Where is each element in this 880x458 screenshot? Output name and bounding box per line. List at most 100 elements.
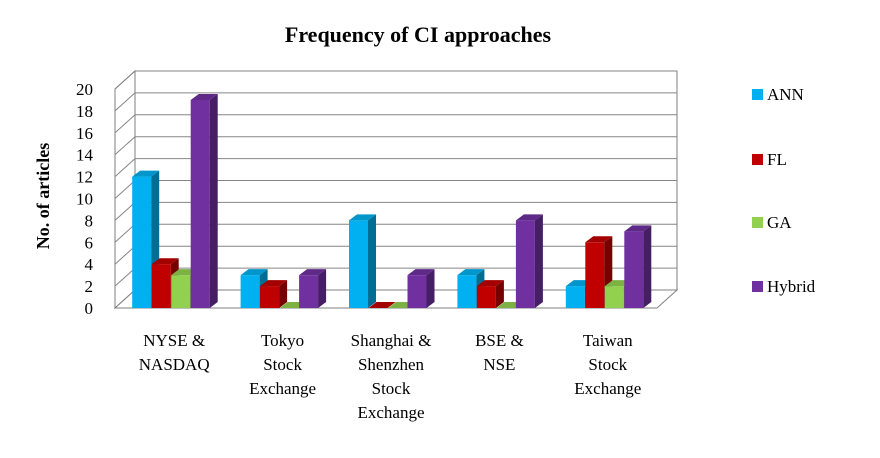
bar-hybrid-4 bbox=[624, 225, 652, 308]
category-label-line: Stock bbox=[263, 355, 302, 374]
legend-item-fl: FL bbox=[752, 150, 787, 169]
bar-front bbox=[240, 275, 260, 308]
category-label-line: Shanghai & bbox=[351, 331, 432, 350]
bar-hybrid-2 bbox=[407, 269, 435, 308]
y-tick-label: 2 bbox=[85, 277, 94, 296]
bar-front bbox=[515, 220, 535, 308]
y-tick-label: 14 bbox=[76, 146, 94, 165]
category-label-line: Tokyo bbox=[261, 331, 304, 350]
bar-front bbox=[349, 220, 368, 308]
gridline bbox=[114, 158, 677, 177]
gridline bbox=[114, 114, 677, 134]
bar-top bbox=[132, 170, 160, 177]
bar-front bbox=[476, 286, 496, 308]
legend-label: ANN bbox=[767, 85, 804, 104]
category-label-line: NSE bbox=[483, 355, 515, 374]
bar-top bbox=[240, 269, 268, 276]
bar-top bbox=[476, 280, 504, 287]
bars bbox=[132, 93, 652, 308]
bar-top bbox=[624, 225, 652, 232]
category-label: BSE & NSE bbox=[475, 331, 524, 374]
bar-fl-3 bbox=[476, 280, 504, 308]
bar-top bbox=[151, 258, 179, 265]
bar-front bbox=[171, 275, 191, 308]
bar-top bbox=[515, 214, 543, 221]
bar-top bbox=[260, 280, 288, 287]
category-label-line: Exchange bbox=[249, 379, 316, 398]
legend-swatch bbox=[752, 154, 763, 165]
y-tick-label: 8 bbox=[85, 211, 94, 230]
bar-side bbox=[209, 93, 218, 308]
legend-label: GA bbox=[767, 213, 792, 232]
category-label-line: Stock bbox=[372, 379, 411, 398]
bar-side bbox=[318, 269, 327, 308]
category-label: Tokyo Stock Exchange bbox=[249, 331, 316, 398]
legend-swatch bbox=[752, 89, 763, 100]
gridline bbox=[114, 70, 677, 90]
bar-front bbox=[565, 286, 585, 308]
bar-side bbox=[643, 225, 652, 308]
y-tick-label: 18 bbox=[76, 102, 93, 121]
gridline bbox=[114, 92, 677, 112]
y-tick-label: 10 bbox=[76, 190, 93, 209]
y-axis-ticks: 0 2 4 6 8 10 12 14 16 18 20 bbox=[76, 80, 94, 318]
bar-side bbox=[534, 214, 543, 308]
bar-hybrid-3 bbox=[515, 214, 543, 308]
bar-front bbox=[604, 286, 624, 308]
category-label-line: BSE & bbox=[475, 331, 524, 350]
gridline bbox=[114, 136, 677, 156]
category-label-line: NASDAQ bbox=[139, 355, 210, 374]
bar-top bbox=[299, 269, 327, 276]
bar-front bbox=[585, 242, 605, 308]
bar-front bbox=[457, 275, 477, 308]
legend-item-ann: ANN bbox=[752, 85, 804, 104]
bar-top bbox=[368, 302, 396, 308]
legend: ANN FL GA Hybrid bbox=[752, 85, 816, 296]
y-tick-label: 6 bbox=[85, 233, 94, 252]
category-label-line: Taiwan bbox=[583, 331, 633, 350]
category-label-line: Exchange bbox=[574, 379, 641, 398]
category-label: Taiwan Stock Exchange bbox=[574, 331, 641, 398]
y-axis-label: No. of articles bbox=[33, 143, 53, 249]
bar-side bbox=[495, 280, 504, 308]
category-label: NYSE & NASDAQ bbox=[139, 331, 210, 374]
bar-front bbox=[151, 264, 171, 308]
bar-front bbox=[132, 176, 152, 308]
bar-front bbox=[190, 99, 210, 308]
legend-label: FL bbox=[767, 150, 787, 169]
chart-title: Frequency of CI approaches bbox=[285, 22, 552, 47]
bar-ann-2 bbox=[349, 214, 376, 308]
bar-hybrid-1 bbox=[299, 269, 327, 308]
bar-fl-1 bbox=[260, 280, 288, 308]
y-tick-label: 0 bbox=[85, 299, 94, 318]
legend-swatch bbox=[752, 281, 763, 292]
bar-top bbox=[407, 269, 435, 276]
bar-hybrid-0 bbox=[190, 93, 218, 308]
bar-side bbox=[426, 269, 435, 308]
bar-side bbox=[368, 214, 376, 308]
legend-swatch bbox=[752, 217, 763, 228]
bar-front bbox=[624, 231, 644, 308]
category-label-line: Stock bbox=[588, 355, 627, 374]
legend-item-hybrid: Hybrid bbox=[752, 277, 816, 296]
bar-front bbox=[260, 286, 280, 308]
y-tick-label: 4 bbox=[85, 255, 94, 274]
bar-front bbox=[299, 275, 319, 308]
category-label-line: NYSE & bbox=[143, 331, 205, 350]
legend-item-ga: GA bbox=[752, 213, 792, 232]
legend-label: Hybrid bbox=[767, 277, 816, 296]
bar-top bbox=[190, 93, 218, 100]
y-tick-label: 12 bbox=[76, 168, 93, 187]
bar-front bbox=[407, 275, 427, 308]
gridlines bbox=[114, 70, 677, 287]
bar-fl-2 bbox=[368, 302, 396, 308]
y-tick-label: 20 bbox=[76, 80, 93, 99]
category-label-line: Exchange bbox=[357, 403, 424, 422]
bar-top bbox=[349, 214, 376, 221]
category-label-line: Shenzhen bbox=[358, 355, 425, 374]
y-tick-label: 16 bbox=[76, 124, 93, 143]
bar-side bbox=[279, 280, 288, 308]
category-label: Shanghai & Shenzhen Stock Exchange bbox=[351, 331, 432, 422]
